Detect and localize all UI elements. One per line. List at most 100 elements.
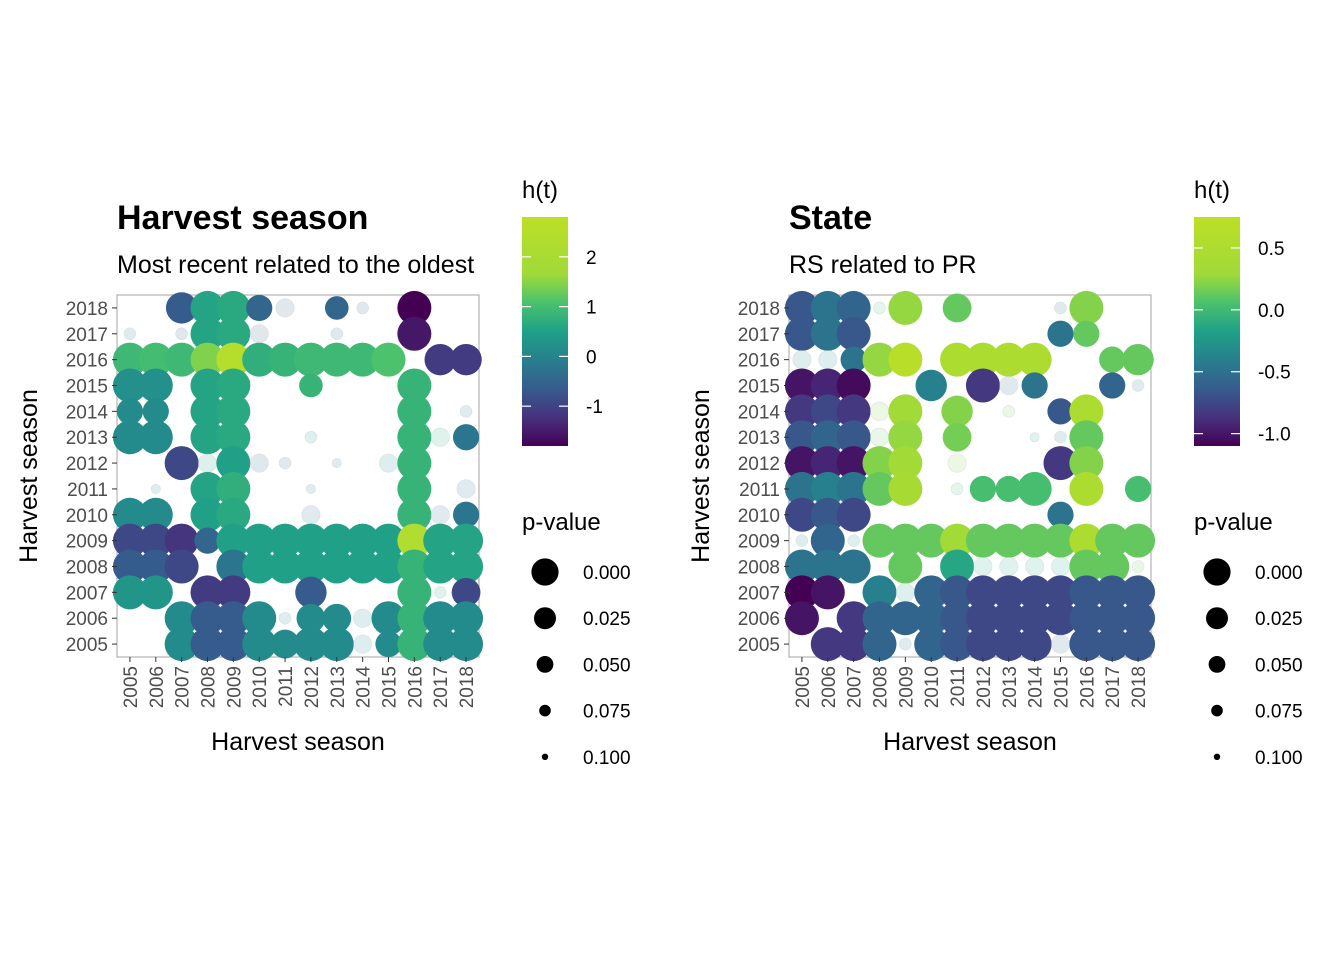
chart-subtitle: RS related to PR [789, 251, 977, 279]
x-tick-label: 2016 [1077, 666, 1098, 708]
point-2012-2016 [965, 342, 1000, 377]
size-legend-key [534, 607, 556, 630]
point-2008-2015 [190, 368, 225, 403]
y-tick-label: 2014 [66, 402, 109, 423]
point-2005-2010 [784, 497, 819, 532]
point-2005-2012 [784, 446, 819, 481]
point-2017-2013 [430, 427, 450, 447]
point-2013-2011 [995, 475, 1022, 503]
points-layer [112, 290, 484, 662]
point-2018-2006 [449, 601, 484, 636]
point-2012-2005 [965, 627, 1000, 662]
point-2005-2008 [112, 549, 147, 584]
size-legend-label: 0.050 [1255, 655, 1303, 676]
point-2009-2016 [216, 342, 251, 377]
point-2018-2009 [449, 523, 484, 558]
point-2016-2008 [397, 549, 432, 584]
point-2006-2010 [810, 497, 845, 532]
y-tick-label: 2015 [738, 377, 780, 398]
point-2009-2007 [895, 582, 915, 602]
point-2012-2016 [293, 342, 328, 377]
y-tick-label: 2012 [66, 454, 108, 475]
point-2011-2014 [941, 395, 973, 428]
y-tick-label: 2008 [66, 558, 108, 579]
point-2006-2010 [138, 497, 173, 532]
point-2013-2018 [324, 296, 349, 320]
point-2010-2006 [242, 601, 277, 636]
point-2009-2014 [888, 394, 923, 429]
point-2014-2016 [345, 342, 380, 377]
point-2007-2016 [164, 342, 199, 377]
y-tick-label: 2006 [738, 609, 780, 630]
y-tick-label: 2014 [738, 402, 781, 423]
point-2008-2012 [198, 453, 218, 473]
point-2006-2012 [810, 446, 845, 481]
point-2014-2008 [1025, 556, 1045, 576]
point-2005-2017 [784, 316, 819, 351]
color-legend-bar [522, 217, 568, 446]
point-2012-2010 [301, 505, 321, 525]
points-layer [784, 290, 1156, 662]
x-tick-label: 2006 [819, 666, 840, 708]
size-legend-key [1213, 753, 1221, 760]
y-tick-label: 2007 [66, 583, 108, 604]
y-axis-label: Harvest season [15, 389, 43, 563]
size-legend-key [1208, 656, 1226, 673]
point-2017-2006 [423, 601, 458, 636]
point-2015-2014 [1047, 398, 1074, 425]
y-tick-label: 2008 [738, 558, 780, 579]
point-2009-2008 [888, 549, 923, 584]
point-2008-2016 [862, 342, 897, 377]
point-2018-2014 [459, 405, 473, 418]
x-tick-label: 2005 [793, 666, 814, 708]
color-legend: h(t) -1.0 -0.5 0.0 0.5 [1194, 177, 1291, 446]
point-2011-2018 [275, 298, 295, 318]
point-2006-2008 [138, 549, 173, 584]
point-2016-2014 [397, 394, 432, 429]
point-2005-2006 [784, 601, 819, 636]
point-2006-2013 [138, 420, 173, 455]
point-2016-2006 [1069, 601, 1104, 636]
point-2008-2007 [190, 575, 225, 610]
size-legend-key [531, 558, 559, 586]
size-legend-label: 0.100 [583, 748, 631, 769]
point-2018-2016 [1122, 343, 1154, 376]
point-2005-2013 [784, 420, 819, 455]
size-legend: p-value 0.000 0.025 0.050 0.075 0.100 [522, 509, 631, 769]
point-2012-2007 [965, 575, 1000, 610]
point-2018-2010 [452, 501, 480, 528]
point-2006-2016 [138, 342, 173, 377]
point-2013-2015 [999, 375, 1019, 395]
x-tick-label: 2012 [974, 666, 995, 708]
y-tick-label: 2016 [66, 351, 108, 372]
point-2013-2006 [322, 603, 352, 633]
point-2005-2014 [784, 394, 819, 429]
point-2009-2014 [216, 394, 251, 429]
y-tick-label: 2013 [66, 428, 108, 449]
point-2017-2016 [424, 343, 456, 376]
point-2006-2015 [138, 368, 173, 403]
point-2008-2014 [869, 401, 889, 421]
x-tick-label: 2009 [896, 666, 917, 708]
x-tick-label: 2007 [173, 666, 194, 708]
point-2007-2008 [164, 549, 199, 584]
x-tick-label: 2008 [199, 666, 220, 708]
point-2009-2009 [216, 523, 251, 558]
point-2010-2008 [242, 549, 277, 584]
y-tick-label: 2005 [66, 635, 108, 656]
x-tick-label: 2007 [845, 666, 866, 708]
point-2014-2005 [1017, 627, 1052, 662]
point-2017-2005 [1095, 627, 1130, 662]
x-tick-label: 2015 [380, 666, 401, 708]
y-tick-label: 2011 [67, 480, 108, 501]
point-2008-2013 [190, 420, 225, 455]
point-2010-2009 [914, 523, 949, 558]
point-2013-2009 [319, 523, 354, 558]
point-2012-2015 [299, 373, 323, 398]
point-2006-2009 [138, 523, 173, 558]
point-2016-2005 [397, 627, 432, 662]
point-2009-2018 [216, 290, 251, 325]
size-legend-key [541, 753, 549, 760]
point-2006-2009 [810, 523, 845, 558]
point-2005-2009 [112, 523, 147, 558]
